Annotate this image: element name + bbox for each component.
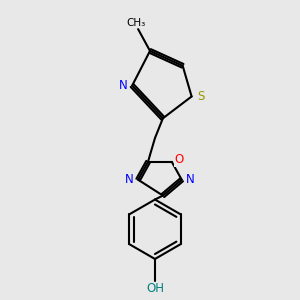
Text: O: O [174,153,183,167]
Text: N: N [186,173,195,186]
Text: N: N [125,173,134,186]
Text: CH₃: CH₃ [127,18,146,28]
Text: N: N [119,79,128,92]
Text: OH: OH [146,282,164,295]
Text: S: S [197,90,204,103]
